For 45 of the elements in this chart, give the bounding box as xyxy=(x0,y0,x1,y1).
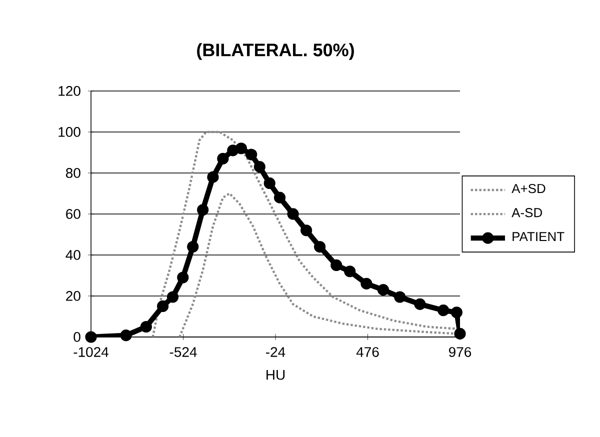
point xyxy=(254,161,266,173)
y-tick-label: 60 xyxy=(66,209,80,219)
y-tick-label: 100 xyxy=(58,127,80,137)
point xyxy=(454,328,466,340)
point xyxy=(187,240,199,253)
y-tick-label: 20 xyxy=(66,291,80,301)
chart-title: (BILATERAL. 50%) xyxy=(197,43,354,60)
point xyxy=(177,272,189,284)
y-tick-label: 120 xyxy=(58,86,80,96)
point xyxy=(287,208,299,220)
point xyxy=(156,300,169,312)
point xyxy=(394,291,406,303)
point xyxy=(120,330,132,342)
point xyxy=(377,284,390,296)
legend-label: A+SD xyxy=(512,184,546,194)
y-tick-label: 80 xyxy=(66,168,80,178)
point xyxy=(450,306,462,318)
point xyxy=(330,259,342,272)
point xyxy=(207,171,219,183)
x-tick-label: -1024 xyxy=(74,347,108,357)
point xyxy=(217,152,229,164)
y-tick-label: 0 xyxy=(74,332,80,342)
point xyxy=(300,224,312,236)
x-tick-label: 976 xyxy=(448,347,472,357)
point xyxy=(274,192,286,204)
point xyxy=(438,304,450,316)
point xyxy=(227,144,239,156)
point xyxy=(344,266,356,278)
point xyxy=(414,298,426,310)
x-tick-label: 476 xyxy=(356,347,379,357)
y-tick-label: 40 xyxy=(66,250,80,260)
legend-label: PATIENT xyxy=(512,232,564,242)
point xyxy=(166,291,179,303)
point xyxy=(246,148,258,160)
point xyxy=(264,177,276,190)
point xyxy=(197,204,209,216)
point xyxy=(314,240,326,253)
point xyxy=(235,142,247,154)
x-tick-label: -24 xyxy=(266,347,286,357)
legend-label: A-SD xyxy=(512,208,542,218)
point xyxy=(360,278,372,290)
x-tick-label: -524 xyxy=(170,347,197,357)
point xyxy=(140,320,152,333)
x-axis-title: HU xyxy=(266,370,285,380)
point xyxy=(85,331,97,343)
